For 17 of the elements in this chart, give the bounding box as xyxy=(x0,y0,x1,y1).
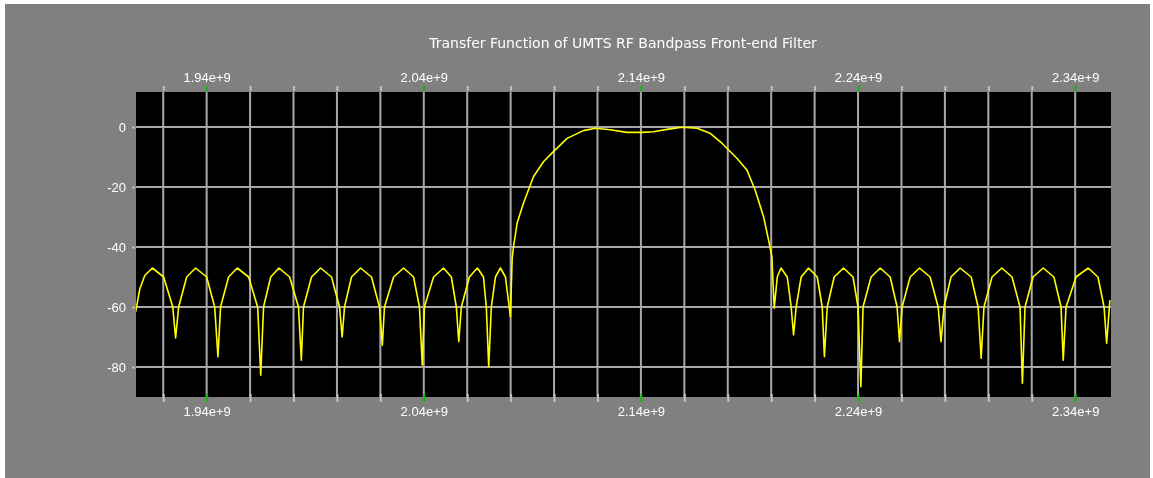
y-tick-label: -80 xyxy=(107,359,126,375)
x2-tick-label: 2.24e+9 xyxy=(834,404,883,420)
x-tick-label: 2.34e+9 xyxy=(1051,70,1100,85)
x2-tick-label: 2.04e+9 xyxy=(400,404,448,420)
x2-tick-label: 1.94e+9 xyxy=(183,404,231,420)
x-tick-label: 1.94e+9 xyxy=(183,70,231,85)
x-tick-label: 2.24e+9 xyxy=(834,70,883,85)
chart-title: Transfer Function of UMTS RF Bandpass Front-end Filter xyxy=(428,35,818,51)
y-tick-label: -20 xyxy=(107,179,126,195)
x2-tick-label: 2.34e+9 xyxy=(1051,404,1100,420)
line-series xyxy=(135,126,1111,388)
y-tick-label: -40 xyxy=(107,239,126,255)
x2-tick-label: 2.14e+9 xyxy=(617,404,666,420)
x-tick-label: 2.04e+9 xyxy=(400,70,448,85)
x-tick-label: 2.14e+9 xyxy=(617,70,666,85)
y-tick-label: -60 xyxy=(107,299,126,315)
y-tick-label: 0 xyxy=(118,119,126,135)
